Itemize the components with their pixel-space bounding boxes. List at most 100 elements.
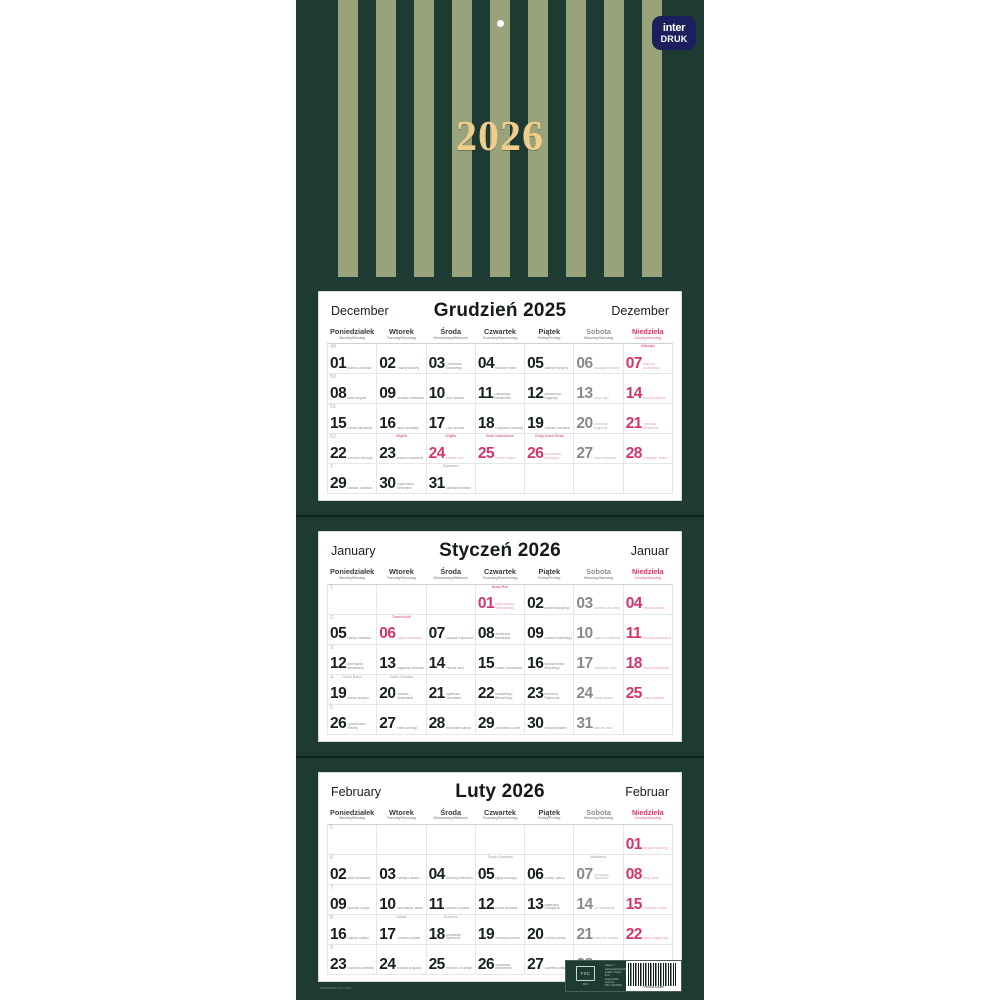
day-cell[interactable]: 17 Olgi Lazarza [425,403,476,435]
day-cell[interactable]: 12 Aleksandra Dagmary [524,373,575,405]
day-cell[interactable]: Wigilia 23 Wiktorii Slawomiry [376,433,427,465]
day-cell[interactable]: 18 Gracjana Laurencji [474,403,526,435]
day-cell[interactable]: Drugi Dzień Świąt 26 Szczepana Dionizego [524,433,575,465]
day-cell[interactable]: 01 Brygidy Ignacego [622,824,674,856]
weekday-header-weekday-4: Piątek Friday/Freitag [524,806,574,826]
day-cell[interactable]: 21 Agnieszki Jaroslawa [425,673,476,705]
day-cell[interactable]: 31 Marceli Jana [573,703,624,735]
day-cell[interactable]: 50 08 Marii Wirginii [326,373,378,405]
day-cell[interactable]: 30 Eugeniusza Seweryna [376,463,427,495]
holiday-note: Drugi Dzień Świąt [534,434,564,439]
day-cell[interactable]: 03 Franciszka Ksawerego [425,343,476,375]
day-cell[interactable]: Wigilia 24 Adama Ewy [425,433,476,465]
day-cell[interactable]: 13 Katarzyny Grzegorza [524,884,575,916]
day-cell[interactable]: 6 02 Marii Miroslawa [326,854,378,886]
day-cell[interactable]: 22 Marty Malgorzaty [622,914,674,946]
day-cell[interactable]: 03 Blazeja Oskara [376,854,427,886]
day-cell[interactable]: 17 Antoniego Jana [573,643,624,675]
day-cell[interactable]: 16 Wlodzimierza Marcelego [524,643,575,675]
day-cell[interactable]: 22 Anastazego Wincentego [474,673,526,705]
day-cell[interactable]: 05 Sabiny Krystyny [524,343,575,375]
day-cell[interactable]: Boże Narodzenie 25 Piotra Eugenii [474,433,526,465]
day-content: 05 Sabiny Krystyny [527,356,572,372]
day-content: 02 Pauliny Balbiny [379,356,424,372]
day-cell[interactable]: 04 Tytusa Angeliki [622,583,674,615]
day-cell[interactable]: 09 Leokadii Wieslawa [376,373,427,405]
day-cell[interactable]: 27 Anieli Jerzego [376,703,427,735]
day-cell[interactable]: 02 Pauliny Balbiny [376,343,427,375]
day-cell[interactable]: 13 Bogumily Weroniki [376,643,427,675]
weekday-name: Czwartek [483,807,516,817]
day-cell[interactable]: 18 Piotra Malgorzaty [622,643,674,675]
weekday-name: Środa [440,807,462,817]
day-cell[interactable]: 14 Alfreda Izydora [622,373,674,405]
day-cell[interactable]: 08 Seweryna Mscislawa [474,613,526,645]
day-cell[interactable]: 28 Radomira Karola [425,703,476,735]
day-cell[interactable]: 06 Mikolaja Emiliana [573,343,624,375]
day-cell[interactable]: 04 Andrzeja Weroniki [425,854,476,886]
day-cell[interactable]: 27 Jana Maksyma [573,433,624,465]
day-cell[interactable]: Trzech Króli 06 Kacpra Melchiora [376,613,427,645]
day-cell[interactable]: 07 Lucjana Rajmunda [425,613,476,645]
day-cell[interactable]: 12 Eulalii Modesta [474,884,526,916]
day-cell[interactable]: 29 Zdzislawa Jozefa [474,703,526,735]
day-content: 12 Benedykta Arkadiusza [330,656,375,672]
day-cell[interactable]: 11 Lazarza Lucjana [425,884,476,916]
day-cell[interactable]: 1 29 Dawida Tomasza [326,463,378,495]
day-cell[interactable]: 49 01 Blanki Edmunda [326,343,378,375]
day-cell[interactable]: 11 Honoraty Mateusza [622,613,674,645]
day-cell[interactable]: 2 05 Hanny Edwarda [326,613,378,645]
month-panel-december: December Grudzień 2025 Dezember Poniedziałe… [296,291,704,502]
day-cell[interactable]: 14 Feliksa Niny [425,643,476,675]
day-cell[interactable]: 13 Lucji Otylii [573,373,624,405]
day-cell[interactable]: 08 Ireny Jana [622,854,674,886]
day-cell[interactable]: 20 Leona Ludmily [524,914,575,946]
day-cell[interactable]: 9 23 Romana Damiana [326,944,378,976]
day-cell[interactable]: 23 Ildefonsa Rajmunda [524,673,575,705]
day-cell[interactable]: 3 12 Benedykta Arkadiusza [326,643,378,675]
day-cell[interactable]: 10 Julii Daniela [425,373,476,405]
day-cell[interactable]: 03 Danuty Genowefy [573,583,624,615]
name-day-text: Leokadii Wieslawa [396,396,424,400]
day-cell[interactable]: 09 Adriana Marcelego [524,613,575,645]
day-cell[interactable]: Popielec 18 Konstancji Symeona [425,914,476,946]
day-cell[interactable]: 15 Faustyna Jowity [622,884,674,916]
day-number: 27 [379,715,396,733]
day-cell[interactable]: Dzień Dziadka 20 Fabiana Sebastiana [376,673,427,705]
day-cell[interactable]: 06 Doroty Tytusa [524,854,575,886]
day-cell[interactable]: Ostatki 17 Lukasza Donata [376,914,427,946]
day-cell[interactable]: 15 Pawla Domoslawa [474,643,526,675]
day-cell[interactable]: 30 Martyny Maciej [524,703,575,735]
day-cell[interactable]: 10 Scholastyki Jacka [376,884,427,916]
day-cell[interactable]: 25 Pawla Milosza [622,673,674,705]
day-cell[interactable]: 11 Damazego Waldemara [474,373,526,405]
day-cell[interactable]: 51 15 Celiny Nikodema [326,403,378,435]
day-cell[interactable]: 04 Barbary Piotra [474,343,526,375]
day-cell[interactable]: 4 Dzień Babci 19 Marty Henryka [326,673,378,705]
day-cell[interactable]: Sylwester 31 Sylwestra Melanii [425,463,476,495]
day-cell[interactable]: 5 26 Tymoteusza Pauliny [326,703,378,735]
day-cell[interactable]: 21 Tomasza Seweryna [622,403,674,435]
day-cell[interactable]: 7 09 Apolonii Cyryla [326,884,378,916]
day-cell[interactable]: 02 Izydora Bazylego [524,583,575,615]
day-cell[interactable]: 24 Macieja Bogusza [376,944,427,976]
day-cell[interactable]: 19 Konrada Arnolda [474,914,526,946]
day-cell[interactable]: Tlusty Czwartek 05 Agaty Adelajdy [474,854,526,886]
day-cell[interactable]: 8 16 Danuty Juliany [326,914,378,946]
week-row: 3 12 Benedykta Arkadiusza 13 Bogumily Weroni… [326,643,674,675]
day-cell[interactable]: 14 Lilii Walentego [573,884,624,916]
day-cell[interactable]: 24 Felicji Rafala [573,673,624,705]
day-cell[interactable]: 21 Eleonory Feliksa [573,914,624,946]
day-cell[interactable]: 10 Agatona Wilhelma [573,613,624,645]
day-cell[interactable]: 19 Gabrieli Dariusza [524,403,575,435]
day-cell[interactable]: Mikolajki 07 Marcina Ambrożego [622,343,674,375]
day-cell[interactable]: 16 Alicji Zdzislawy [376,403,427,435]
day-cell[interactable]: 20 Dominika Bogumily [573,403,624,435]
day-cell[interactable]: Nowy Rok 01 Mieczyslawa Mieczyslawa [474,583,526,615]
day-cell[interactable]: Wielkanoc 07 Romualda Ryszarda [573,854,624,886]
day-cell[interactable]: 25 Wiktora Cezarego [425,944,476,976]
day-cell[interactable]: 26 Mirostawa Aleksandra [474,944,526,976]
weekday-header-saturday-5: Sobota Saturday/Samstag [573,806,624,826]
day-cell[interactable]: 52 22 Zenona Honoraty [326,433,378,465]
day-cell[interactable]: 28 Cezarego Teofili [622,433,674,465]
